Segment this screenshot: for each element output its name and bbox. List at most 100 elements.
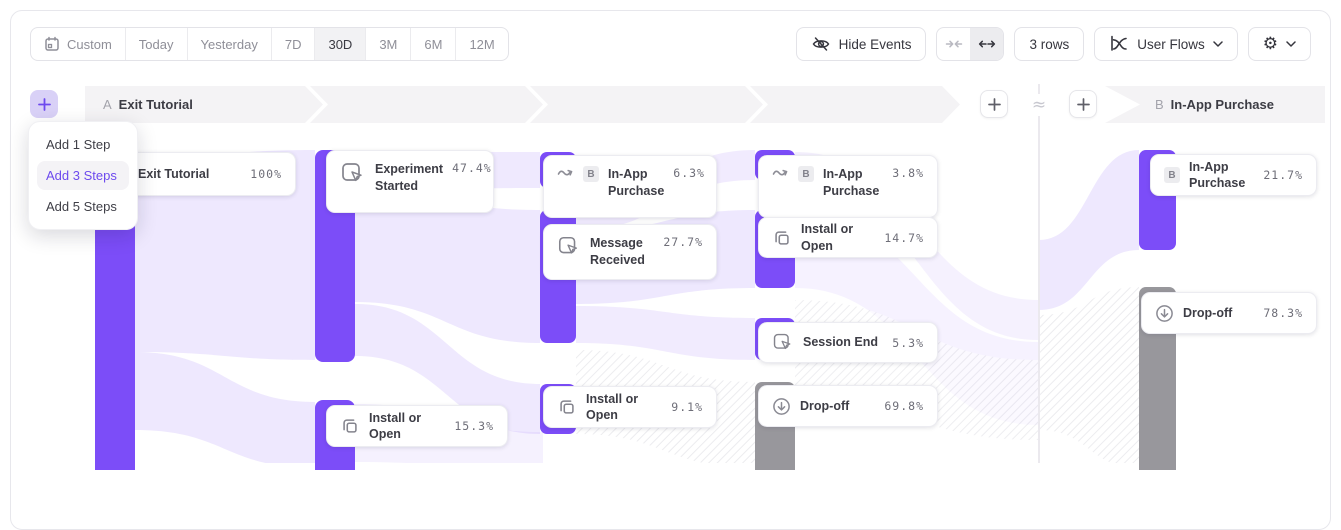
windows-icon: [343, 419, 357, 433]
node-experiment-started[interactable]: Experiment Started 47.4%: [326, 150, 494, 213]
node-in-app-purchase-1[interactable]: B In-App Purchase 6.3%: [543, 155, 717, 218]
rows-label: 3 rows: [1029, 36, 1070, 52]
chevron-down-icon: [1213, 41, 1223, 47]
node-label: In-App Purchase: [823, 167, 880, 198]
panel-divider: [1038, 84, 1040, 463]
event-click-icon: [342, 163, 362, 182]
date-range-control: Custom Today Yesterday 7D 30D 3M 6M 12M: [30, 27, 509, 61]
node-drop-off-1[interactable]: Drop-off 69.8%: [758, 385, 938, 427]
step-a-name: Exit Tutorial: [118, 97, 193, 112]
date-range-label: Today: [138, 36, 174, 52]
node-drop-off-2[interactable]: Drop-off 78.3%: [1141, 292, 1317, 334]
date-range-30d[interactable]: 30D: [315, 28, 367, 60]
step-b-letter: B: [1155, 97, 1164, 112]
date-range-label: 30D: [328, 36, 353, 52]
collapse-columns-button[interactable]: [937, 28, 970, 60]
windows-icon: [775, 230, 789, 245]
hide-events-label: Hide Events: [838, 36, 912, 52]
node-message-received[interactable]: Message Received 27.7%: [543, 224, 717, 280]
node-label: Install or Open: [586, 391, 639, 423]
step-b-header: B In-App Purchase: [1155, 86, 1274, 123]
node-label: In-App Purchase: [1189, 159, 1246, 191]
node-label: Exit Tutorial: [138, 166, 210, 181]
step-a-letter: A: [103, 97, 112, 112]
date-range-6m[interactable]: 6M: [411, 28, 457, 60]
date-range-label: 12M: [469, 36, 495, 52]
date-range-3m[interactable]: 3M: [366, 28, 412, 60]
node-value: 100%: [250, 167, 282, 181]
rows-button[interactable]: 3 rows: [1014, 27, 1085, 61]
step-a-header: A Exit Tutorial: [103, 86, 193, 123]
hide-events-button[interactable]: Hide Events: [795, 27, 927, 61]
node-value: 27.7%: [663, 235, 703, 249]
node-value: 21.7%: [1263, 168, 1303, 182]
date-range-yesterday[interactable]: Yesterday: [188, 28, 272, 60]
user-flows-report: A Exit Tutorial ≈ B In-App Purchase Exit…: [10, 10, 1331, 530]
arrow-down-circle-icon: [773, 397, 790, 415]
node-install-or-open-2[interactable]: Install or Open 14.7%: [758, 217, 938, 258]
toolbar: Custom Today Yesterday 7D 30D 3M 6M 12M …: [30, 27, 1311, 61]
node-value: 6.3%: [673, 166, 705, 180]
add-step-button-left[interactable]: [30, 90, 58, 118]
step-b-name: In-App Purchase: [1170, 97, 1274, 112]
node-install-or-open-1[interactable]: Install or Open 9.1%: [543, 386, 717, 428]
expand-columns-button[interactable]: [970, 28, 1004, 60]
node-in-app-purchase-3[interactable]: B In-App Purchase 21.7%: [1150, 154, 1317, 196]
node-value: 69.8%: [884, 399, 924, 413]
node-value: 3.8%: [892, 166, 924, 180]
menu-item-add-1-step[interactable]: Add 1 Step: [46, 137, 111, 152]
event-click-icon: [773, 333, 791, 349]
settings-button[interactable]: ⚙: [1247, 27, 1311, 61]
step-header-segment-4[interactable]: [750, 86, 960, 123]
date-range-label: Custom: [67, 36, 112, 52]
view-selector-button[interactable]: User Flows: [1094, 27, 1238, 61]
date-range-today[interactable]: Today: [126, 28, 188, 60]
date-range-7d[interactable]: 7D: [272, 28, 316, 60]
arrows-collapse-icon: [945, 40, 963, 48]
date-range-label: 6M: [424, 36, 443, 52]
date-range-custom[interactable]: Custom: [31, 28, 126, 60]
menu-item-add-5-steps[interactable]: Add 5 Steps: [46, 199, 117, 214]
windows-icon: [560, 400, 574, 414]
wave-arrow-icon: [772, 169, 788, 176]
add-step-button-right[interactable]: [1069, 90, 1097, 118]
goal-b-badge: B: [583, 166, 599, 182]
eye-off-icon: [812, 37, 830, 51]
chevron-down-icon: [1286, 41, 1296, 47]
node-value: 14.7%: [884, 230, 924, 245]
step-header-segment-2[interactable]: [310, 86, 543, 123]
toolbar-right-group: Hide Events 3 rows: [795, 27, 1311, 61]
node-label: In-App Purchase: [608, 167, 665, 198]
step-header-segment-b[interactable]: [1105, 86, 1325, 123]
calendar-icon: [45, 36, 59, 51]
arrows-expand-icon: [978, 40, 996, 48]
node-exit-tutorial[interactable]: Exit Tutorial 100%: [124, 152, 296, 196]
goal-b-badge: B: [798, 166, 814, 182]
plus-icon: [37, 97, 51, 111]
wave-arrow-icon: [557, 169, 573, 176]
node-value: 47.4%: [452, 161, 492, 175]
add-step-button-middle[interactable]: [980, 90, 1008, 118]
node-install-or-open-3[interactable]: Install or Open 15.3%: [326, 405, 508, 447]
date-range-label: Yesterday: [200, 36, 258, 52]
date-range-12m[interactable]: 12M: [456, 28, 507, 60]
node-value: 5.3%: [892, 335, 924, 350]
step-header-segment-3[interactable]: [530, 86, 763, 123]
node-label: Experiment Started: [375, 162, 444, 193]
node-value: 9.1%: [671, 400, 703, 414]
approx-separator: ≈: [1026, 94, 1052, 116]
view-selector-label: User Flows: [1137, 36, 1205, 52]
arrow-down-circle-icon: [1156, 304, 1173, 322]
node-value: 78.3%: [1263, 306, 1303, 320]
add-steps-menu: Add 1 Step Add 3 Steps Add 5 Steps: [28, 121, 138, 230]
step-header-segment-1[interactable]: [85, 86, 323, 123]
event-click-icon: [558, 236, 578, 254]
date-range-label: 3M: [379, 36, 398, 52]
date-range-label: 7D: [284, 36, 302, 52]
menu-item-add-3-steps[interactable]: Add 3 Steps: [37, 161, 129, 190]
node-session-end[interactable]: Session End 5.3%: [758, 322, 938, 363]
plus-icon: [987, 97, 1001, 111]
node-label: Session End: [803, 335, 879, 350]
node-in-app-purchase-2[interactable]: B In-App Purchase 3.8%: [758, 155, 938, 218]
node-label: Message Received: [590, 236, 645, 267]
